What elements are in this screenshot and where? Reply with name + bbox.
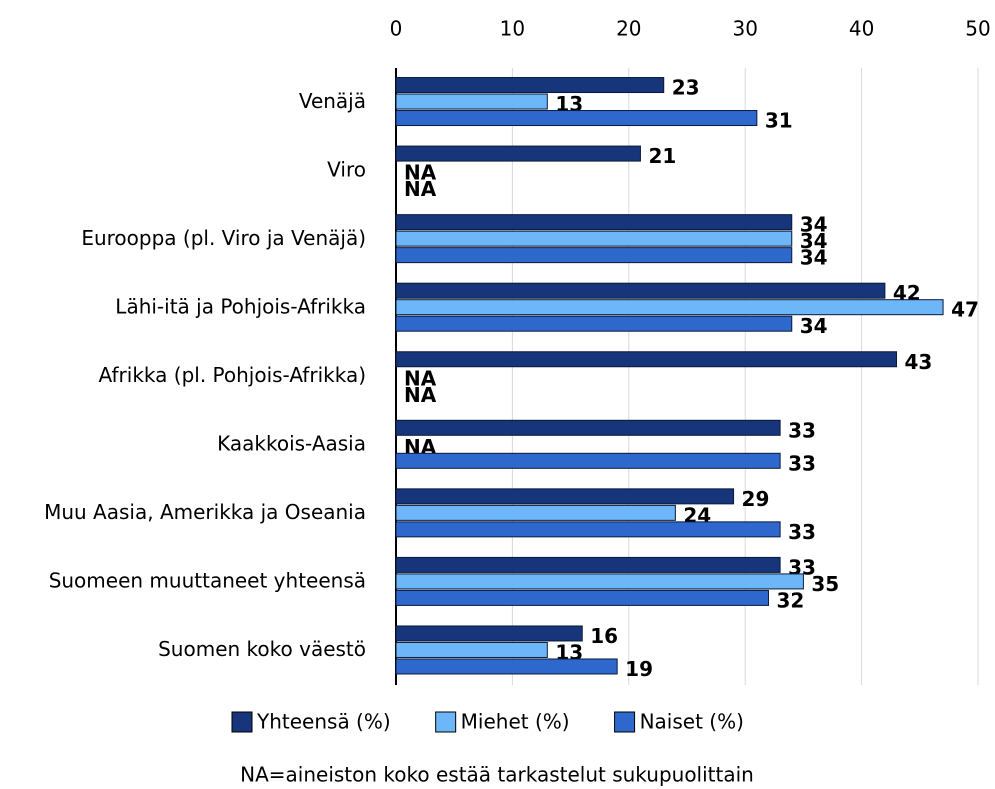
bar — [395, 351, 898, 368]
y-tick-label: Venäjä — [299, 89, 366, 113]
legend-swatch — [231, 711, 253, 733]
y-tick-label: Kaakkois-Aasia — [217, 432, 366, 456]
note: NA=aineiston koko estää tarkastelut suku… — [240, 763, 754, 787]
bar — [395, 658, 618, 675]
bar — [395, 521, 781, 538]
y-tick-label: Viro — [327, 157, 366, 181]
bar — [395, 145, 641, 162]
value-label: NA — [404, 177, 437, 201]
bar — [395, 282, 886, 299]
value-label: 23 — [672, 76, 700, 100]
bar — [395, 452, 781, 469]
value-label: 34 — [800, 229, 828, 253]
bar — [395, 315, 793, 332]
value-label: 21 — [648, 144, 676, 168]
value-label: 33 — [788, 520, 816, 544]
bar — [395, 93, 548, 110]
legend-swatch — [435, 711, 457, 733]
value-label: 34 — [800, 213, 828, 237]
bar — [395, 247, 793, 264]
legend-label: Yhteensä (%) — [256, 710, 391, 734]
bar — [395, 214, 793, 231]
value-label: 29 — [742, 487, 770, 511]
bar — [395, 419, 781, 436]
bar — [395, 488, 735, 505]
y-tick-label: Eurooppa (pl. Viro ja Venäjä) — [81, 226, 366, 250]
value-label: 19 — [625, 657, 653, 681]
x-tick-label: 30 — [732, 17, 757, 41]
bar — [395, 556, 781, 573]
x-tick-label: 10 — [500, 17, 525, 41]
value-label: NA — [404, 366, 437, 390]
bar — [395, 625, 583, 642]
bar — [395, 641, 548, 658]
y-tick-label: Muu Aasia, Amerikka ja Oseania — [44, 500, 366, 524]
value-label: 34 — [800, 314, 828, 338]
bar — [395, 573, 804, 590]
value-label: 35 — [811, 572, 839, 596]
bar — [395, 504, 676, 521]
value-label: 16 — [590, 624, 618, 648]
y-tick-label: Lähi-itä ja Pohjois-Afrikka — [115, 294, 366, 318]
value-label: 32 — [776, 588, 804, 612]
legend-swatch — [614, 711, 636, 733]
y-tick-label: Suomen koko väestö — [158, 637, 366, 661]
value-label: 47 — [951, 298, 979, 322]
y-tick-label: Suomeen muuttaneet yhteensä — [49, 569, 366, 593]
y-tick-label: Afrikka (pl. Pohjois-Afrikka) — [99, 363, 366, 387]
legend-label: Naiset (%) — [640, 710, 744, 734]
bar — [395, 110, 758, 127]
bar — [395, 230, 793, 247]
bar — [395, 589, 769, 606]
value-label: NA — [404, 161, 437, 185]
legend-label: Miehet (%) — [461, 710, 570, 734]
x-tick-label: 50 — [965, 17, 990, 41]
bar — [395, 299, 944, 316]
x-tick-label: 40 — [849, 17, 874, 41]
value-label: 31 — [765, 109, 793, 133]
value-label: 33 — [788, 451, 816, 475]
value-label: 33 — [788, 418, 816, 442]
value-label: 43 — [905, 350, 933, 374]
value-label: 34 — [800, 246, 828, 270]
x-tick-label: 20 — [616, 17, 641, 41]
value-label: NA — [404, 383, 437, 407]
bar — [395, 77, 665, 94]
x-tick-label: 0 — [390, 17, 403, 41]
